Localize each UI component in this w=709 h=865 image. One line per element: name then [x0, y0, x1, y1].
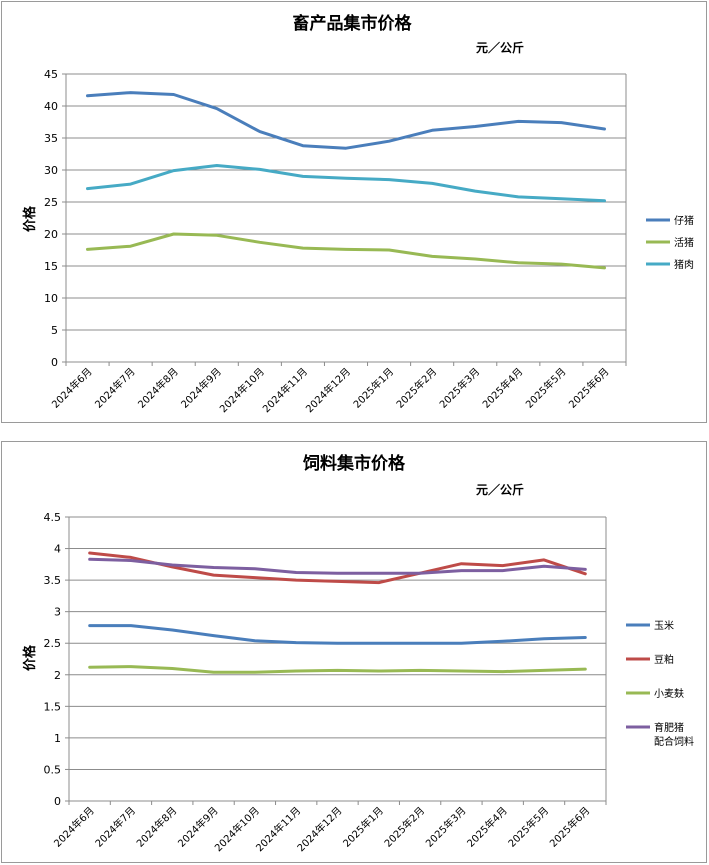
livestock-price-chart-panel: 畜产品集市价格 元／公斤 价格 0 5 10 15 20 25 30 35 40 45 2024年… [1, 1, 707, 423]
y-tick-label: 1.5 [44, 700, 62, 713]
y-tick-label: 4.5 [44, 511, 62, 524]
y-tick-label: 15 [44, 260, 58, 273]
legend-label-line: 豆粕 [654, 653, 674, 666]
legend-label-line: 育肥猪 [654, 721, 684, 734]
x-tick-label: 2024年8月 [135, 365, 181, 411]
x-tick-label: 2024年10月 [217, 365, 267, 415]
x-tick-label: 2025年4月 [480, 365, 526, 411]
legend-label: 豆粕 [654, 653, 674, 666]
y-tick-label: 10 [44, 292, 58, 305]
y-tick-label: 3 [54, 606, 61, 619]
x-tick-label: 2025年1月 [340, 804, 386, 850]
series-lines [88, 551, 587, 674]
x-tick-label: 2025年4月 [464, 804, 510, 850]
series-line-3 [88, 557, 587, 575]
y-tick-label: 2 [54, 669, 61, 682]
series-line-2 [86, 164, 606, 203]
series-line-1 [86, 232, 606, 270]
y-tick-label: 2.5 [44, 637, 62, 650]
series-line-2 [88, 665, 587, 674]
y-tick-labels: 0 5 10 15 20 25 30 35 40 45 [44, 68, 58, 369]
chart-title: 畜产品集市价格 [293, 13, 413, 34]
y-tick-label: 0.5 [44, 763, 62, 776]
legend-label-line: 活猪 [674, 237, 694, 249]
y-tick-label: 20 [44, 228, 58, 241]
y-tick-label: 25 [44, 196, 58, 209]
legend-label: 仔猪 [674, 215, 694, 227]
series-line-0 [86, 91, 606, 150]
y-tick-label: 3.5 [44, 574, 62, 587]
unit-label: 元／公斤 [476, 40, 524, 55]
grid-lines [62, 73, 627, 366]
y-tick-labels: 0 0.5 1 1.5 2 2.5 3 3.5 4 4.5 [44, 511, 62, 808]
feed-price-chart: 饲料集市价格 元／公斤 价格 0 0.5 1 1.5 2 2.5 3 3.5 4 4.5 2024… [22, 453, 694, 854]
legend-label-line: 猪肉 [674, 258, 694, 271]
x-tick-label: 2025年3月 [423, 804, 469, 850]
y-axis-label: 价格 [22, 644, 38, 671]
x-tick-label: 2025年2月 [381, 804, 427, 850]
series-lines [86, 91, 606, 270]
legend-label: 育肥猪配合饲料 [654, 721, 694, 748]
y-tick-label: 45 [44, 68, 58, 81]
series-line-0 [88, 624, 587, 645]
y-tick-label: 1 [54, 732, 61, 745]
x-tick-label: 2024年7月 [92, 365, 138, 411]
legend-label: 活猪 [674, 237, 694, 249]
x-tick-label: 2024年9月 [175, 804, 221, 850]
x-tick-label: 2025年1月 [350, 365, 396, 411]
y-tick-label: 4 [54, 543, 61, 556]
y-tick-label: 0 [51, 356, 58, 369]
y-tick-label: 40 [44, 100, 58, 113]
x-tick-label: 2024年12月 [294, 804, 344, 854]
legend-label-line: 玉米 [654, 619, 674, 632]
legend-label: 猪肉 [674, 258, 694, 271]
x-tick-label: 2024年6月 [49, 365, 95, 411]
unit-label: 元／公斤 [476, 482, 524, 497]
x-tick-label: 2024年8月 [134, 804, 180, 850]
x-tick-label: 2025年5月 [505, 804, 551, 850]
livestock-price-chart: 畜产品集市价格 元／公斤 价格 0 5 10 15 20 25 30 35 40 45 2024年… [22, 13, 694, 415]
x-tick-label: 2024年11月 [260, 365, 310, 415]
y-axis-label: 价格 [22, 205, 38, 232]
y-tick-label: 30 [44, 164, 58, 177]
y-tick-label: 5 [51, 324, 58, 337]
x-tick-label: 2025年6月 [547, 804, 593, 850]
series-line-1 [88, 551, 587, 585]
legend-label-line: 小麦麸 [654, 687, 684, 700]
x-tick-label: 2025年5月 [523, 365, 569, 411]
legend-label: 小麦麸 [654, 687, 684, 700]
chart-title: 饲料集市价格 [302, 453, 406, 474]
x-tick-label: 2024年6月 [51, 804, 97, 850]
legend-label-line: 配合饲料 [654, 735, 694, 748]
y-tick-label: 35 [44, 132, 58, 145]
x-tick-label: 2024年9月 [178, 365, 224, 411]
x-tick-label: 2024年12月 [303, 365, 353, 415]
feed-price-chart-panel: 饲料集市价格 元／公斤 价格 0 0.5 1 1.5 2 2.5 3 3.5 4 4.5 2024… [1, 441, 707, 863]
legend-label-line: 仔猪 [674, 215, 694, 227]
x-tick-label: 2025年6月 [566, 365, 612, 411]
y-tick-label: 0 [54, 795, 61, 808]
x-tick-labels: 2024年6月2024年7月2024年8月2024年9月2024年10月2024… [49, 365, 612, 415]
x-tick-labels: 2024年6月2024年7月2024年8月2024年9月2024年10月2024… [51, 804, 593, 854]
legend-label: 玉米 [654, 619, 674, 632]
x-tick-label: 2025年3月 [437, 365, 483, 411]
x-tick-label: 2025年2月 [393, 365, 439, 411]
x-tick-label: 2024年7月 [92, 804, 138, 850]
